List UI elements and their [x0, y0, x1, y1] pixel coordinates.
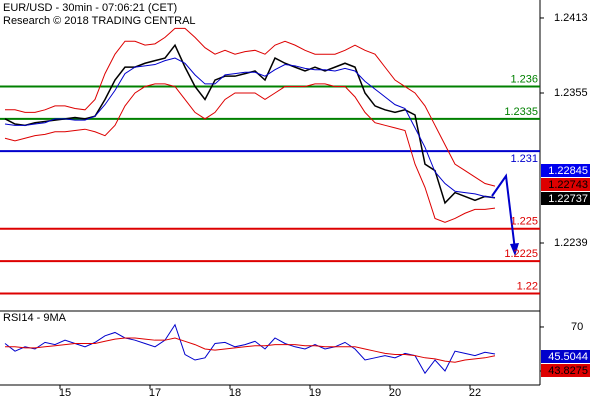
level-label: 1.2225 — [504, 248, 538, 260]
price-tag-label: 1.22845 — [548, 165, 588, 177]
price-tag-label: 1.22743 — [548, 179, 588, 191]
level-label: 1.225 — [510, 216, 538, 228]
y-tick-label: 1.2239 — [554, 237, 588, 249]
price-tag-label: 45.5044 — [548, 351, 588, 363]
level-label: 1.236 — [510, 73, 538, 85]
chart-title: EUR/USD - 30min - 07:06:21 (CET) — [3, 2, 177, 14]
x-tick-label: 15 — [59, 387, 71, 399]
y-tick-label: 1.2355 — [554, 87, 588, 99]
level-label: 1.2335 — [504, 106, 538, 118]
price-tag — [541, 164, 590, 177]
y-tick-label: 1.2413 — [554, 12, 588, 24]
x-tick-label: 18 — [229, 387, 241, 399]
price-tag-label: 1.22737 — [548, 193, 588, 205]
price-tag-label: 43.8275 — [548, 365, 588, 377]
series-line — [4, 57, 496, 199]
x-tick-label: 22 — [469, 387, 481, 399]
level-label: 1.22 — [517, 280, 538, 292]
price-tag — [541, 192, 590, 205]
x-tick-label: 20 — [389, 387, 401, 399]
series-line — [4, 83, 496, 223]
x-tick-label: 19 — [309, 387, 321, 399]
series-line — [5, 27, 496, 187]
y-tick-label: 70 — [571, 321, 583, 333]
series-line — [5, 337, 496, 363]
projection-arrow — [491, 173, 516, 251]
plot — [0, 27, 540, 375]
level-label: 1.231 — [510, 153, 538, 165]
rsi-title: RSI14 - 9MA — [3, 312, 67, 324]
price-tag — [541, 364, 590, 377]
x-tick-label: 17 — [149, 387, 161, 399]
chart-subtitle: Research © 2018 TRADING CENTRAL — [3, 15, 196, 27]
price-tag — [541, 350, 590, 363]
price-tag — [541, 178, 590, 191]
arrow-head — [510, 243, 519, 256]
